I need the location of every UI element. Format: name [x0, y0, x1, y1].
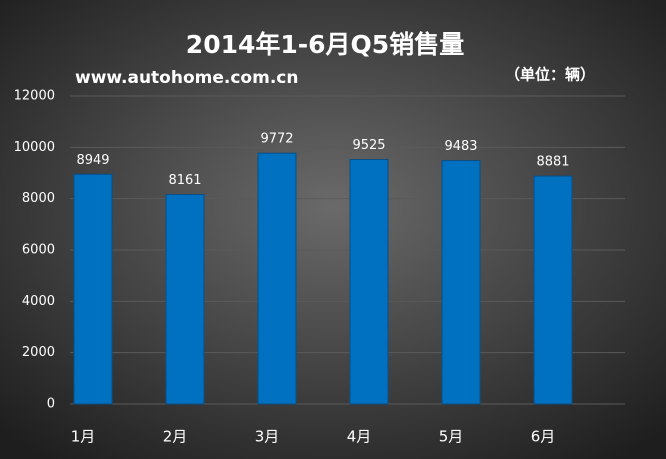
value-label: 9772: [260, 132, 293, 147]
y-tick-label: 8000: [22, 191, 55, 206]
bar: [349, 159, 389, 405]
y-tick-label: 4000: [22, 294, 55, 309]
y-tick-label: 2000: [22, 345, 55, 360]
x-tick-label: 1月: [71, 428, 96, 446]
y-tick-label: 6000: [22, 243, 55, 258]
value-label: 8161: [168, 173, 201, 188]
x-tick-label: 3月: [255, 428, 280, 446]
x-tick-label: 6月: [531, 428, 556, 446]
x-tick-label: 5月: [439, 428, 464, 446]
x-tick-label: 2月: [163, 428, 188, 446]
chart-title: 2014年1-6月Q5销售量: [186, 30, 464, 59]
unit-label: （单位：辆）: [505, 66, 595, 84]
value-label: 9525: [352, 138, 385, 153]
chart-subtitle: www.autohome.com.cn: [75, 68, 298, 88]
y-tick-label: 12000: [14, 89, 55, 104]
y-tick-label: 0: [47, 397, 55, 412]
x-tick-label: 4月: [347, 428, 372, 446]
bar: [73, 173, 113, 405]
bar: [533, 175, 573, 405]
y-tick-label: 10000: [14, 140, 55, 155]
bar: [257, 152, 297, 405]
value-label: 8881: [536, 155, 569, 170]
bar: [441, 160, 481, 405]
value-label: 9483: [444, 139, 477, 154]
bar: [165, 194, 205, 405]
value-label: 8949: [76, 153, 109, 168]
